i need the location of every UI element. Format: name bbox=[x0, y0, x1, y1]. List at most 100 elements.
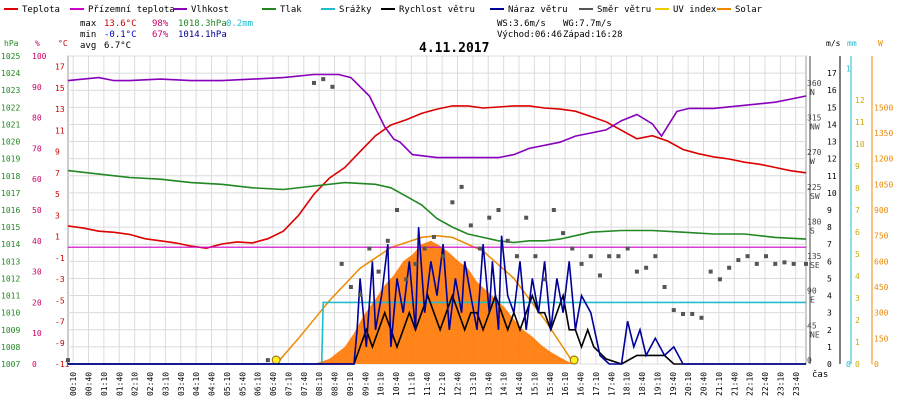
x-tick-37: 18:40 bbox=[638, 372, 647, 396]
legend-swatch-5 bbox=[381, 8, 395, 10]
direction-point-4 bbox=[330, 84, 335, 89]
y-tick-temperature-3: 11 bbox=[55, 126, 65, 135]
x-tick-3: 01:40 bbox=[115, 372, 124, 396]
y-tick-temperature-6: 5 bbox=[55, 190, 60, 199]
axes: 00:10 00:40 01:10 01:40 02:10 02:40 03:10 03:40… bbox=[1, 39, 893, 396]
y-tick-wind-15: 2 bbox=[827, 326, 832, 335]
y-tick-direction-1: 315 bbox=[807, 113, 822, 122]
legend-label-7: Směr větru bbox=[597, 5, 651, 15]
x-tick-34: 17:10 bbox=[592, 372, 601, 396]
plot-area bbox=[66, 73, 808, 365]
y-tick-wind-6: 11 bbox=[827, 172, 837, 181]
y-tick-temperature-0: 17 bbox=[55, 63, 65, 72]
x-tick-0: 00:10 bbox=[69, 372, 78, 396]
y-tick-temperature-5: 7 bbox=[55, 169, 60, 178]
direction-point-41 bbox=[671, 308, 676, 313]
x-tick-31: 15:40 bbox=[546, 372, 555, 396]
direction-point-20 bbox=[478, 246, 483, 251]
y-tick-uv-2: 10 bbox=[855, 140, 865, 149]
x-tick-19: 09:40 bbox=[361, 372, 370, 396]
stat-avg-temp: 6.7°C bbox=[104, 41, 131, 51]
series-line-1 bbox=[67, 73, 807, 159]
direction-point-51 bbox=[764, 254, 769, 259]
y-tick-rain-0: 1 bbox=[846, 64, 851, 73]
legend-label-0: Teplota bbox=[22, 5, 60, 15]
x-tick-5: 02:40 bbox=[146, 372, 155, 396]
legend-swatch-0 bbox=[4, 8, 18, 10]
x-tick-9: 04:40 bbox=[208, 372, 217, 396]
y-tick-solar-8: 300 bbox=[874, 309, 889, 318]
legend-swatch-7 bbox=[579, 8, 593, 10]
y-tick-temperature-13: -9 bbox=[55, 339, 65, 348]
y-tick-uv-6: 6 bbox=[855, 228, 860, 237]
y-tick-pressure-14: 1011 bbox=[1, 292, 20, 301]
x-tick-21: 10:40 bbox=[392, 372, 401, 396]
y-tick-wind-1: 16 bbox=[827, 86, 837, 95]
x-tick-47: 23:40 bbox=[792, 372, 801, 396]
x-tick-36: 18:10 bbox=[623, 372, 632, 396]
y-tick-temperature-4: 9 bbox=[55, 148, 60, 157]
legend-label-8: UV index bbox=[673, 5, 717, 15]
legend-label-6: Náraz větru bbox=[508, 5, 568, 15]
y-tick-solar-7: 450 bbox=[874, 283, 889, 292]
direction-point-40 bbox=[662, 285, 667, 289]
direction-point-18 bbox=[459, 184, 464, 189]
y-tick-solar-10: 0 bbox=[874, 360, 879, 369]
x-tick-30: 15:10 bbox=[530, 372, 539, 396]
direction-point-2 bbox=[312, 80, 316, 85]
direction-point-19 bbox=[468, 223, 473, 228]
y-tick-humidity-8: 20 bbox=[32, 298, 42, 307]
y-tick-direction-6: 90 bbox=[807, 287, 817, 296]
legend-swatch-4 bbox=[321, 8, 335, 10]
x-tick-41: 20:40 bbox=[700, 372, 709, 396]
y-tick-humidity-3: 70 bbox=[32, 144, 42, 153]
legend-swatch-9 bbox=[717, 8, 731, 10]
direction-point-44 bbox=[699, 315, 704, 320]
y-tick-humidity-9: 10 bbox=[32, 329, 42, 338]
direction-point-47 bbox=[727, 265, 732, 270]
x-tick-32: 16:10 bbox=[561, 372, 570, 396]
direction-point-33 bbox=[597, 273, 602, 278]
sunrise-marker bbox=[271, 355, 281, 365]
y-tick-pressure-17: 1008 bbox=[1, 343, 20, 352]
y-tick-direction-label-1: NW bbox=[810, 122, 820, 131]
direction-point-1 bbox=[265, 358, 270, 363]
axis-unit-temperature: °C bbox=[58, 39, 68, 48]
direction-point-26 bbox=[533, 254, 538, 259]
direction-point-10 bbox=[385, 238, 390, 243]
y-tick-humidity-10: 0 bbox=[32, 360, 37, 369]
direction-point-38 bbox=[644, 265, 649, 270]
y-tick-wind-8: 9 bbox=[827, 206, 832, 215]
x-tick-18: 09:10 bbox=[346, 372, 355, 396]
y-tick-solar-3: 1050 bbox=[874, 180, 893, 189]
y-tick-direction-8: 0 bbox=[807, 356, 812, 365]
y-tick-solar-6: 600 bbox=[874, 257, 889, 266]
direction-point-28 bbox=[551, 208, 556, 212]
y-tick-solar-0: 1500 bbox=[874, 103, 893, 112]
legend-label-3: Tlak bbox=[280, 5, 302, 15]
direction-point-6 bbox=[348, 285, 353, 289]
stat-avg-label: avg bbox=[80, 41, 96, 51]
y-tick-wind-3: 14 bbox=[827, 120, 837, 129]
x-tick-40: 20:10 bbox=[684, 372, 693, 396]
y-tick-direction-label-4: S bbox=[810, 226, 815, 235]
y-tick-direction-label-0: N bbox=[810, 88, 815, 97]
stat-max-press: 1018.3hPa bbox=[178, 19, 227, 29]
y-tick-direction-label-2: W bbox=[810, 157, 815, 166]
y-tick-solar-2: 1200 bbox=[874, 155, 893, 164]
y-tick-humidity-4: 60 bbox=[32, 175, 42, 184]
y-tick-humidity-7: 30 bbox=[32, 268, 42, 277]
legend-label-5: Rychlost větru bbox=[399, 5, 475, 15]
y-tick-direction-4: 180 bbox=[807, 217, 822, 226]
y-tick-temperature-8: 1 bbox=[55, 233, 60, 242]
wind-gust-info: WG:7.7m/s bbox=[563, 19, 612, 29]
direction-point-17 bbox=[450, 200, 455, 205]
y-tick-direction-2: 270 bbox=[807, 148, 822, 157]
x-tick-22: 11:10 bbox=[407, 372, 416, 396]
direction-point-34 bbox=[607, 254, 612, 259]
x-tick-16: 08:10 bbox=[315, 372, 324, 396]
axis-unit-rain: mm bbox=[847, 39, 857, 48]
direction-point-32 bbox=[588, 254, 593, 259]
direction-point-22 bbox=[496, 208, 501, 212]
